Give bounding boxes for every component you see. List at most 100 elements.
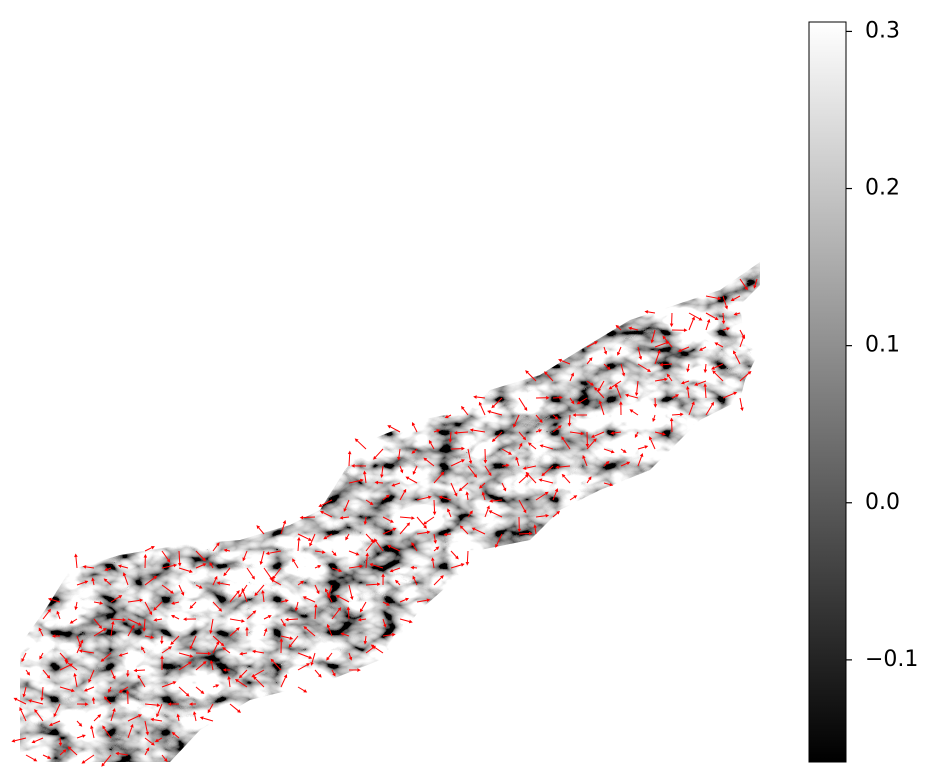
arrow-shaft	[527, 473, 537, 484]
arrow-shaft	[722, 328, 727, 331]
arrow-head	[117, 564, 122, 569]
arrow-head	[259, 561, 264, 565]
arrow-head	[318, 503, 323, 507]
arrow-shaft	[263, 631, 267, 637]
arrow-shaft	[664, 337, 673, 348]
arrow-shaft	[736, 312, 741, 315]
arrow-head	[355, 552, 360, 556]
arrow-head	[669, 323, 674, 328]
arrow-head	[58, 742, 63, 747]
arrow-shaft	[398, 448, 401, 458]
arrow-head	[652, 418, 656, 423]
arrow-shaft	[382, 601, 388, 605]
arrow-shaft	[586, 359, 591, 365]
arrow-shaft	[280, 677, 286, 688]
arrow-head	[616, 351, 621, 356]
arrow-head	[369, 501, 374, 506]
arrow-head	[469, 428, 474, 432]
arrow-head	[209, 630, 213, 634]
arrow-shaft	[552, 491, 557, 501]
arrow-head	[468, 460, 473, 465]
arrow-head	[538, 429, 543, 433]
arrow-shaft	[399, 516, 412, 519]
arrow-head	[461, 459, 465, 463]
arrow-head	[64, 657, 69, 662]
arrow-shaft	[328, 584, 333, 596]
arrow-head	[145, 731, 150, 736]
arrow-shaft	[701, 346, 707, 350]
arrow-head	[628, 326, 633, 331]
arrow-head	[527, 442, 532, 446]
arrow-head	[505, 463, 510, 468]
arrow-head	[239, 651, 243, 656]
arrow-head	[284, 617, 289, 622]
arrow-head	[502, 487, 507, 492]
arrow-head	[483, 460, 488, 464]
arrow-shaft	[212, 685, 217, 688]
arrow-shaft	[535, 414, 541, 421]
arrow-head	[282, 622, 286, 627]
arrow-shaft	[476, 396, 486, 399]
arrow-head	[426, 598, 431, 603]
arrow-shaft	[156, 618, 163, 621]
arrow-shaft	[637, 456, 643, 467]
arrow-head	[431, 557, 435, 561]
arrow-head	[698, 317, 703, 321]
arrow-shaft	[704, 386, 707, 399]
arrow-head	[104, 567, 109, 571]
arrow-shaft	[59, 751, 65, 756]
arrow-head	[53, 713, 57, 718]
arrow-shaft	[586, 478, 590, 484]
arrow-shaft	[127, 618, 139, 625]
arrow-shaft	[203, 717, 214, 722]
arrow-head	[306, 663, 311, 667]
arrow-shaft	[195, 662, 205, 671]
arrow-head	[180, 591, 185, 596]
arrow-shaft	[416, 599, 428, 603]
arrow-head	[150, 546, 155, 550]
arrow-shaft	[390, 426, 401, 433]
arrow-head	[209, 659, 214, 664]
arrow-head	[669, 417, 674, 422]
arrow-shaft	[331, 550, 335, 554]
arrow-head	[465, 561, 470, 566]
arrow-head	[319, 510, 324, 515]
arrow-shaft	[86, 686, 95, 691]
arrow-head	[703, 383, 707, 387]
arrow-shaft	[739, 337, 744, 348]
arrow-head	[177, 562, 182, 567]
arrow-shaft	[722, 295, 727, 307]
arrow-head	[137, 674, 141, 679]
arrow-shaft	[144, 720, 148, 733]
arrow-head	[423, 457, 428, 462]
arrow-shaft	[365, 542, 374, 552]
arrow-head	[40, 697, 44, 702]
arrow-shaft	[212, 544, 218, 552]
arrow-shaft	[344, 499, 350, 509]
arrow-shaft	[603, 482, 611, 486]
arrow-shaft	[321, 499, 333, 506]
arrow-head	[392, 527, 397, 532]
arrow-shaft	[705, 312, 716, 319]
arrow-shaft	[382, 634, 393, 637]
arrow-shaft	[258, 527, 265, 535]
arrow-shaft	[76, 720, 81, 725]
arrow-head	[67, 746, 72, 750]
arrow-shaft	[209, 703, 214, 711]
arrow-shaft	[161, 682, 174, 688]
colorbar-tick-label: 0.0	[865, 490, 900, 515]
arrow-head	[741, 334, 746, 339]
arrow-head	[251, 673, 256, 678]
arrow-shaft	[84, 754, 95, 763]
arrow-head	[357, 617, 362, 622]
arrow-head	[51, 634, 56, 638]
arrow-head	[411, 516, 415, 520]
arrow-shaft	[263, 616, 269, 620]
arrow-head	[167, 702, 172, 706]
arrow-shaft	[161, 550, 169, 561]
arrow-shaft	[381, 465, 384, 475]
arrow-shaft	[399, 599, 407, 603]
arrow-shaft	[144, 547, 152, 552]
arrow-head	[122, 618, 127, 622]
arrow-shaft	[714, 372, 724, 382]
